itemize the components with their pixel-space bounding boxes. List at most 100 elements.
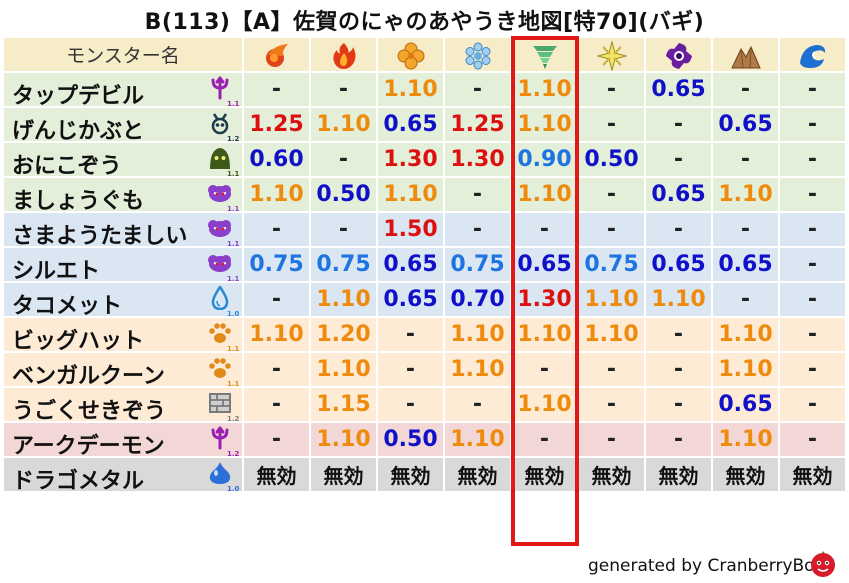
monster-name: タップデビル: [12, 84, 145, 109]
resistance-value-dark-vortex: 0.65: [644, 176, 713, 213]
beetle-icon: [211, 113, 229, 135]
ice-icon: [465, 42, 490, 69]
resistance-value-tornado: 1.10: [510, 316, 579, 353]
resistance-value-fire-ball: 1.10: [242, 316, 311, 353]
resistance-value-fire-ball: 0.75: [242, 246, 311, 283]
monster-name-cell: タップデビル 1.1: [2, 71, 244, 109]
resistance-value-fire-ball: 0.60: [242, 141, 311, 178]
resistance-value-rock-mountain: 1.10: [711, 316, 780, 353]
resistance-value-ice: 1.10: [443, 421, 512, 458]
monster-name-header: モンスター名: [2, 36, 244, 73]
resistance-value-flame: -: [309, 141, 378, 178]
monster-row: シルエト 1.1 0.75 0.75 0.65 0.75 0.65 0.75 0.65 0.65-: [2, 246, 847, 284]
resistance-value-spark: -: [577, 71, 646, 108]
spark-icon: [596, 40, 627, 71]
resistance-value-tornado: 1.10: [510, 386, 579, 423]
resistance-value-flame: 1.20: [309, 316, 378, 353]
monster-scale-label: 1.1: [227, 275, 240, 283]
clover-icon: [397, 42, 424, 69]
resistance-value-ice: 1.30: [443, 141, 512, 178]
resistance-value-ice: -: [443, 386, 512, 423]
resistance-value-fire-ball: 1.10: [242, 176, 311, 213]
element-header-earth: [711, 36, 780, 73]
resistance-value-rock-mountain: -: [711, 211, 780, 248]
element-header-fire: [242, 36, 311, 73]
flame-icon: [332, 42, 355, 69]
resistance-value-water-wave: -: [778, 106, 847, 143]
monster-scale-label: 1.1: [227, 170, 240, 178]
resistance-value-fire-ball: -: [242, 211, 311, 248]
resistance-value-clover: 0.65: [376, 246, 445, 283]
monster-name-cell: タコメット 1.0: [2, 281, 244, 319]
resistance-value-ice: 1.25: [443, 106, 512, 143]
resistance-value-dark-vortex: 0.65: [644, 246, 713, 283]
resistance-value-flame: 1.10: [309, 421, 378, 458]
resistance-value-spark: 0.75: [577, 246, 646, 283]
resistance-value-ice: 0.70: [443, 281, 512, 318]
monster-name: うごくせきぞう: [12, 399, 167, 424]
monster-name-cell: ベンガルクーン 1.1: [2, 351, 244, 389]
dark-vortex-icon: [665, 42, 692, 69]
resistance-value-water-wave: -: [778, 386, 847, 423]
monster-row: うごくせきぞう 1.2-1.15- -1.10- -0.65-: [2, 386, 847, 424]
resistance-value-spark: -: [577, 106, 646, 143]
resistance-value-fire-ball: -: [242, 386, 311, 423]
purple-cloud-icon: [208, 255, 231, 272]
element-header-flame: [309, 36, 378, 73]
resistance-value-ice: -: [443, 211, 512, 248]
monster-row: ましょうぐも 1.1 1.10 0.50 1.10-1.10-0.65 1.10-: [2, 176, 847, 214]
monster-scale-label: 1.0: [227, 485, 240, 493]
monster-row: タップデビル 1.1- -1.10-1.10-0.65- -: [2, 71, 847, 109]
monster-row: げんじかぶと 1.2 1.25 1.10 0.65 1.25 1.10- -0.65-: [2, 106, 847, 144]
resistance-value-water-wave: 無効: [778, 456, 847, 493]
monster-name: おにこぞう: [12, 154, 122, 179]
resistance-value-dark-vortex: 無効: [644, 456, 713, 493]
monster-row: アークデーモン 1.2-1.10 0.50 1.10- - -1.10-: [2, 421, 847, 459]
monster-name: タコメット: [12, 294, 123, 319]
resistance-value-rock-mountain: 無効: [711, 456, 780, 493]
resistance-value-rock-mountain: 1.10: [711, 176, 780, 213]
monster-row: ビッグハット 1.1 1.10 1.20-1.10 1.10 1.10-1.10-: [2, 316, 847, 354]
resistance-value-rock-mountain: 1.10: [711, 421, 780, 458]
monster-scale-label: 1.2: [227, 415, 240, 423]
resistance-value-flame: 無効: [309, 456, 378, 493]
resistance-value-rock-mountain: 0.65: [711, 106, 780, 143]
monster-name: げんじかぶと: [12, 119, 145, 144]
paw-icon: [209, 358, 231, 378]
resistance-value-rock-mountain: -: [711, 141, 780, 178]
monster-name: ましょうぐも: [12, 189, 145, 214]
resistance-value-clover: 0.65: [376, 106, 445, 143]
resistance-value-water-wave: -: [778, 281, 847, 318]
element-header-wind: [510, 36, 579, 73]
brick-wall-icon: [209, 393, 231, 413]
resistance-table: モンスター名: [2, 36, 847, 494]
resistance-value-clover: -: [376, 386, 445, 423]
resistance-value-water-wave: -: [778, 211, 847, 248]
resistance-value-dark-vortex: -: [644, 211, 713, 248]
trident-icon: [211, 426, 229, 450]
resistance-value-water-wave: -: [778, 316, 847, 353]
monster-row: おにこぞう 1.1 0.60-1.30 1.30 0.90 0.50- - -: [2, 141, 847, 179]
paw-icon: [209, 323, 231, 343]
resistance-value-rock-mountain: 1.10: [711, 351, 780, 388]
resistance-value-fire-ball: -: [242, 281, 311, 318]
water-wave-icon: [799, 44, 825, 68]
resistance-value-clover: 0.50: [376, 421, 445, 458]
monster-name-cell: うごくせきぞう 1.2: [2, 386, 244, 424]
resistance-value-clover: -: [376, 351, 445, 388]
resistance-value-tornado: -: [510, 351, 579, 388]
resistance-value-fire-ball: -: [242, 71, 311, 108]
monster-name-cell: おにこぞう 1.1: [2, 141, 244, 179]
resistance-value-flame: 0.75: [309, 246, 378, 283]
element-header-clover: [376, 36, 445, 73]
resistance-value-ice: 無効: [443, 456, 512, 493]
resistance-value-rock-mountain: 0.65: [711, 246, 780, 283]
resistance-value-ice: 0.75: [443, 246, 512, 283]
monster-row: さまようたましい 1.1- -1.50- - - - - -: [2, 211, 847, 249]
monster-name-cell: げんじかぶと 1.2: [2, 106, 244, 144]
resistance-value-clover: 1.30: [376, 141, 445, 178]
page-title: B(113)【A】佐賀のにゃのあやうき地図[特70](バギ): [144, 10, 705, 35]
element-header-dark: [644, 36, 713, 73]
resistance-value-water-wave: -: [778, 71, 847, 108]
purple-cloud-icon: [208, 185, 231, 202]
